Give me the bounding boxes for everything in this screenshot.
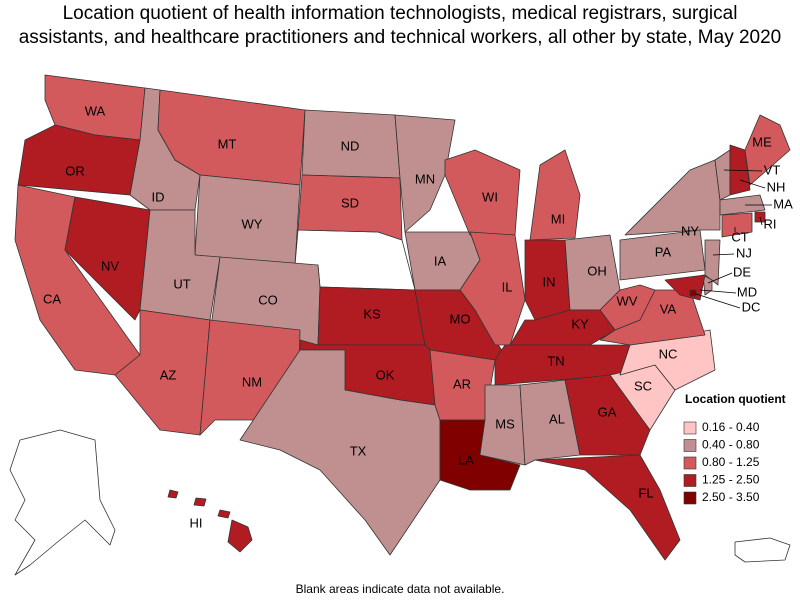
legend-title: Location quotient (685, 392, 786, 406)
state-label: IN (543, 274, 556, 289)
state-label: VA (660, 301, 677, 316)
state-label: MO (450, 311, 471, 326)
territory-no-data (734, 537, 791, 563)
state-label: PA (655, 244, 672, 259)
state-label: MA (773, 196, 793, 211)
title-line: Location quotient of health information … (63, 3, 738, 24)
state-label: AZ (160, 367, 177, 382)
state-label: SC (634, 378, 652, 393)
state-label: NJ (736, 245, 752, 260)
title-line: assistants, and healthcare practitioners… (19, 27, 782, 48)
state-label: OK (376, 367, 395, 382)
state-label: NM (242, 374, 262, 389)
state (719, 194, 766, 216)
legend-swatch (683, 456, 697, 470)
state-label: NV (101, 258, 119, 273)
state (624, 159, 721, 236)
legend-swatch (683, 474, 697, 487)
states (9, 74, 791, 576)
state-label: KS (363, 306, 381, 321)
state-label: SD (341, 195, 359, 210)
state (297, 174, 403, 241)
state (479, 384, 526, 466)
state (64, 196, 151, 321)
state-label: RI (764, 216, 777, 231)
state-label: ID (152, 189, 165, 204)
state (509, 309, 616, 346)
state-label: WA (85, 103, 106, 118)
state (394, 114, 456, 233)
state-label: MD (737, 284, 757, 299)
state-label: AR (453, 376, 471, 391)
state-label: NY (681, 223, 699, 238)
state-label: CA (43, 291, 61, 306)
state (729, 144, 751, 196)
footnote: Blank areas indicate data not available. (296, 582, 505, 596)
state-label: HI (190, 515, 203, 530)
state-label: MN (415, 171, 435, 186)
state-label: IL (502, 279, 513, 294)
legend-label: 0.40 - 0.80 (702, 438, 760, 452)
state-label: CT (731, 229, 748, 244)
state-label: FL (638, 485, 653, 500)
leader-line (692, 292, 741, 309)
state-label: VT (764, 162, 781, 177)
state (599, 284, 656, 331)
state-label: AL (549, 411, 565, 426)
state-label: KY (571, 316, 589, 331)
state-labels: WA OR CA NV ID MT WY UT CO AZ NM ND SD KS OK TX MN IA MO AR… (43, 103, 793, 530)
state-label: ND (341, 138, 360, 153)
legend: Location quotient 0.16 - 0.40 0.40 - 0.80… (683, 392, 786, 505)
state-label: OR (65, 163, 85, 178)
state-label: WV (617, 293, 638, 308)
legend-swatch (683, 439, 697, 452)
legend-swatch (683, 421, 697, 435)
state-label: IA (434, 253, 447, 268)
state-label: WY (242, 216, 263, 231)
leader-line (739, 179, 766, 189)
legend-label: 1.25 - 2.50 (702, 473, 760, 487)
state-label: TN (547, 353, 564, 368)
state-label: LA (458, 452, 474, 467)
state (519, 379, 581, 466)
state-label: WI (482, 189, 498, 204)
state (534, 454, 681, 561)
state-label: OH (587, 263, 607, 278)
state (459, 231, 526, 346)
state-label: DE (733, 264, 751, 279)
leader-line (712, 253, 735, 256)
legend-label: 0.16 - 0.40 (702, 420, 760, 434)
leader-line (759, 216, 763, 226)
state-label: MI (551, 211, 565, 226)
state (704, 239, 721, 286)
state (702, 274, 713, 296)
state-label: TX (350, 443, 367, 458)
state-label: NC (659, 346, 678, 361)
state (744, 114, 791, 186)
state-label: UT (173, 276, 190, 291)
legend-label: 0.80 - 1.25 (702, 455, 760, 469)
state (167, 489, 253, 553)
state (721, 212, 753, 238)
state (529, 149, 581, 241)
state-no-data (9, 429, 116, 576)
legend-swatch (683, 491, 697, 505)
state-label: NH (767, 179, 786, 194)
state (564, 374, 651, 456)
leader-line (699, 289, 737, 294)
state-label: CO (258, 292, 278, 307)
legend-label: 2.50 - 3.50 (702, 490, 760, 504)
leader-line (723, 169, 763, 172)
state-label: MS (495, 416, 515, 431)
state-label: ME (752, 134, 772, 149)
leader-line (707, 272, 733, 284)
state-label: MT (218, 136, 237, 151)
state-label: DC (742, 299, 761, 314)
state-label: GA (598, 404, 617, 419)
